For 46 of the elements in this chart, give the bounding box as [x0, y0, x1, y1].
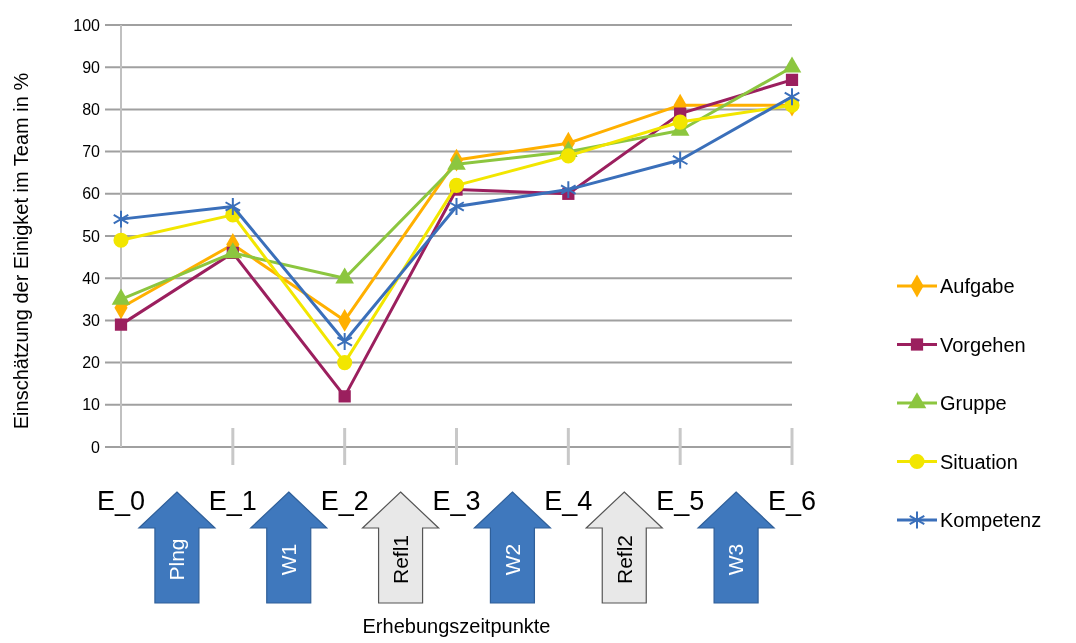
point	[338, 390, 351, 403]
text: Refl1	[388, 534, 412, 585]
y-tick-label: 60	[82, 185, 101, 203]
x-tick-label: E_0	[96, 486, 146, 516]
point	[671, 150, 689, 170]
point	[448, 177, 465, 193]
y-tick-label: 20	[82, 354, 101, 372]
x-tick-label: E_4	[544, 486, 593, 516]
y-tick-label: 70	[82, 143, 101, 161]
y-tick-label: 0	[91, 438, 101, 456]
y-tick-label: 100	[73, 16, 101, 34]
y-tick-label: 90	[82, 58, 101, 76]
point	[448, 197, 465, 216]
y-tick-label: 30	[82, 312, 101, 329]
text: W3	[724, 543, 748, 576]
text: Plng	[165, 538, 189, 581]
y-axis-title: Einschätzung der Einigket im Team in %	[10, 72, 32, 430]
point	[336, 332, 353, 351]
x-tick-label: E_1	[208, 486, 257, 516]
y-tick-label: 10	[82, 396, 101, 414]
x-tick-label: E_2	[320, 486, 369, 516]
y-tick-label: 50	[82, 227, 101, 245]
legend-label: Gruppe	[940, 392, 1007, 414]
legend-label: Vorgehen	[940, 333, 1026, 356]
x-tick-label: E_6	[767, 486, 817, 516]
point	[114, 318, 128, 331]
legend-label: Aufgabe	[940, 275, 1015, 297]
legend-label: Kompetenz	[940, 509, 1042, 531]
x-tick-label: E_3	[432, 486, 481, 516]
text: W1	[277, 543, 301, 576]
point	[785, 73, 799, 86]
y-tick-label: 40	[82, 269, 101, 287]
point	[672, 114, 688, 130]
point	[783, 87, 801, 107]
point	[113, 232, 129, 248]
point	[560, 148, 576, 164]
text: Refl2	[612, 534, 636, 585]
point	[224, 197, 242, 216]
y-tick-label: 80	[82, 101, 101, 118]
x-axis-title: Erhebungszeitpunkte	[362, 615, 551, 637]
legend-label: Situation	[940, 450, 1018, 473]
point	[337, 355, 353, 371]
point	[112, 209, 130, 229]
x-tick-label: E_5	[656, 486, 705, 516]
text: W2	[500, 543, 524, 576]
point	[560, 180, 577, 199]
